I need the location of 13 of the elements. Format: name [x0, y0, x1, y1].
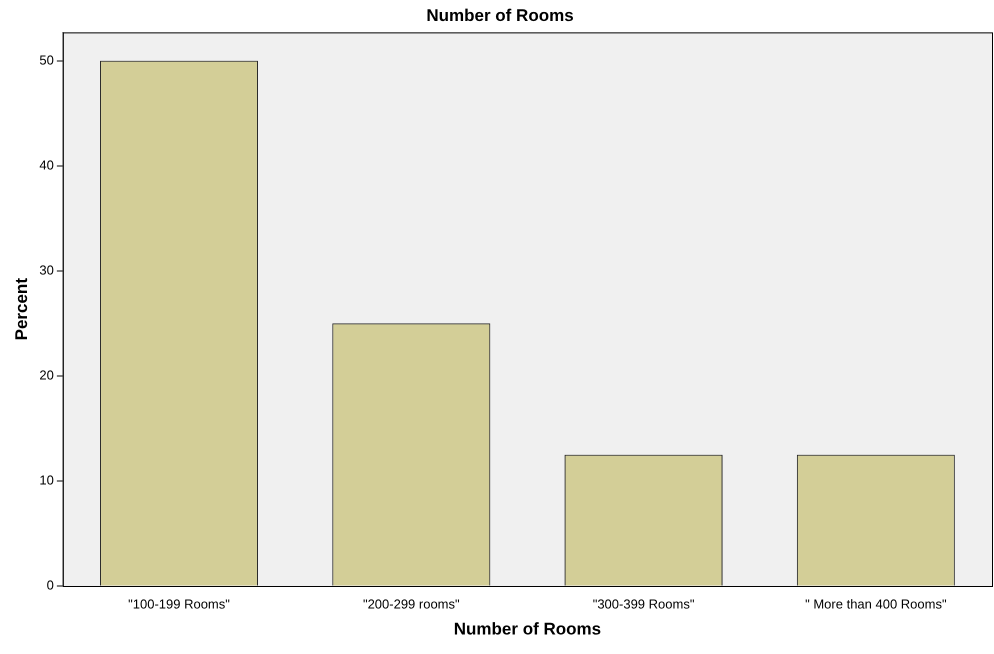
- x-axis-title: Number of Rooms: [454, 619, 602, 638]
- y-tick-label: 20: [39, 367, 54, 382]
- y-tick-label: 50: [39, 52, 54, 68]
- x-tick-label: "200-299 rooms": [362, 596, 460, 612]
- y-tick-label: 0: [46, 578, 54, 593]
- x-tick-label: " More than 400 Rooms": [805, 596, 947, 612]
- y-tick-label: 40: [39, 157, 54, 172]
- chart-title: Number of Rooms: [426, 6, 574, 25]
- y-tick-label: 10: [39, 472, 54, 488]
- x-tick-label: "300-399 Rooms": [592, 596, 695, 612]
- y-axis-title: Percent: [12, 278, 31, 340]
- x-tick-label: "100-199 Rooms": [128, 596, 230, 612]
- y-tick-label: 30: [39, 262, 54, 278]
